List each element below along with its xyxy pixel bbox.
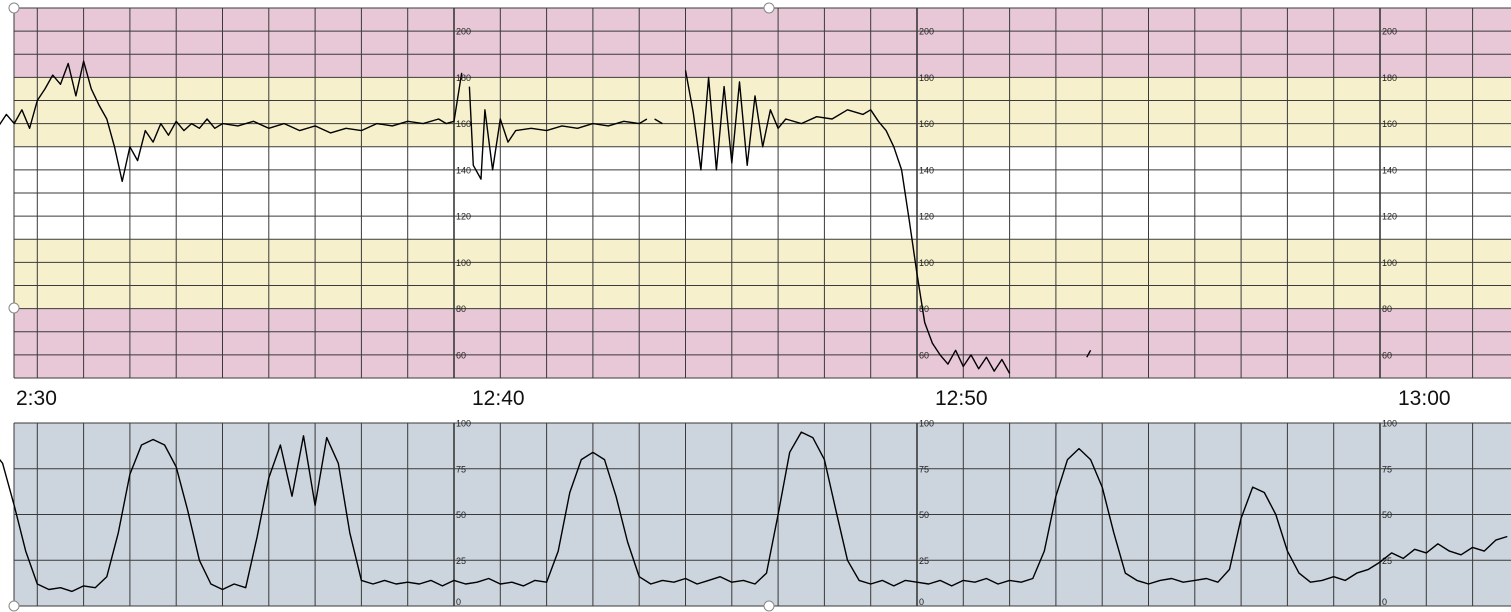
fhr-tick-label: 100 bbox=[919, 258, 934, 268]
resize-handle-bottom-middle[interactable] bbox=[763, 600, 775, 612]
fhr-trace-segment-3 bbox=[684, 70, 1011, 374]
toco-tick-label: 25 bbox=[919, 556, 929, 566]
resize-handle-middle-left[interactable] bbox=[8, 302, 20, 314]
toco-tick-label: 0 bbox=[919, 597, 924, 607]
time-marker-1300: 13:00 bbox=[1398, 387, 1451, 410]
fhr-tick-label: 60 bbox=[1382, 350, 1392, 360]
fhr-tick-label: 60 bbox=[456, 350, 466, 360]
fhr-band-5 bbox=[14, 308, 1511, 378]
fhr-band-3 bbox=[14, 216, 1511, 240]
time-marker-1230: 2:30 bbox=[16, 387, 57, 410]
fhr-band-1 bbox=[14, 77, 1511, 147]
time-markers: 2:30 12:40 12:50 13:00 bbox=[16, 387, 1451, 410]
resize-handle-top-middle[interactable] bbox=[763, 2, 775, 14]
fhr-tick-label: 140 bbox=[919, 165, 934, 175]
fhr-tick-label: 80 bbox=[919, 304, 929, 314]
fhr-tick-label: 180 bbox=[919, 73, 934, 83]
toco-tick-label: 75 bbox=[919, 464, 929, 474]
toco-tick-label: 100 bbox=[1382, 419, 1397, 429]
toco-tick-label: 25 bbox=[1382, 556, 1392, 566]
time-marker-1240: 12:40 bbox=[472, 387, 525, 410]
chart-grid bbox=[13, 7, 1511, 607]
fhr-tick-label: 100 bbox=[456, 258, 471, 268]
toco-trace-line bbox=[0, 431, 1508, 593]
fhr-tick-label: 160 bbox=[919, 119, 934, 129]
resize-handle-bottom-left[interactable] bbox=[8, 600, 20, 612]
toco-trace bbox=[0, 431, 1508, 593]
fhr-band-0 bbox=[14, 8, 1511, 78]
fhr-trace bbox=[0, 60, 1092, 374]
fhr-tick-label: 160 bbox=[456, 119, 471, 129]
toco-tick-label: 100 bbox=[919, 419, 934, 429]
fhr-tick-label: 120 bbox=[456, 212, 471, 222]
fhr-zone-bands bbox=[14, 8, 1511, 378]
fhr-trace-segment-0 bbox=[0, 60, 463, 183]
fhr-tick-label: 140 bbox=[1382, 165, 1397, 175]
fhr-tick-label: 120 bbox=[919, 212, 934, 222]
fhr-tick-label: 120 bbox=[1382, 212, 1397, 222]
fhr-tick-label: 200 bbox=[1382, 27, 1397, 37]
fhr-tick-label: 200 bbox=[919, 27, 934, 37]
fhr-tick-label: 140 bbox=[456, 165, 471, 175]
fhr-tick-label: 180 bbox=[1382, 73, 1397, 83]
toco-tick-label: 0 bbox=[1382, 597, 1387, 607]
fhr-tick-label: 60 bbox=[919, 350, 929, 360]
fhr-band-4 bbox=[14, 239, 1511, 309]
fhr-tick-label: 80 bbox=[1382, 304, 1392, 314]
toco-tick-label: 0 bbox=[456, 597, 461, 607]
toco-axis-ticks: 100 75 50 25 0 100 75 50 25 0 100 75 50 25 0 bbox=[456, 419, 1397, 608]
fhr-tick-label: 200 bbox=[456, 27, 471, 37]
time-marker-1250: 12:50 bbox=[935, 387, 988, 410]
toco-tick-label: 50 bbox=[919, 510, 929, 520]
fhr-trace-segment-4 bbox=[1086, 349, 1092, 358]
toco-tick-label: 75 bbox=[456, 464, 466, 474]
fhr-trace-segment-1 bbox=[468, 86, 648, 180]
fhr-tick-label: 180 bbox=[456, 73, 471, 83]
toco-tick-label: 50 bbox=[456, 510, 466, 520]
toco-tick-label: 100 bbox=[456, 419, 471, 429]
toco-tick-label: 25 bbox=[456, 556, 466, 566]
fhr-band-2 bbox=[14, 146, 1511, 217]
fhr-trace-segment-2 bbox=[654, 118, 663, 125]
toco-tick-label: 50 bbox=[1382, 510, 1392, 520]
selection-handles[interactable] bbox=[8, 2, 775, 612]
fhr-tick-label: 80 bbox=[456, 304, 466, 314]
fhr-tick-label: 160 bbox=[1382, 119, 1397, 129]
fhr-tick-label: 100 bbox=[1382, 258, 1397, 268]
fhr-axis-ticks: 200 180 160 140 120 100 80 60 200 180 160 140 120 100… bbox=[456, 27, 1397, 361]
toco-tick-label: 75 bbox=[1382, 464, 1392, 474]
resize-handle-top-left[interactable] bbox=[8, 2, 20, 14]
